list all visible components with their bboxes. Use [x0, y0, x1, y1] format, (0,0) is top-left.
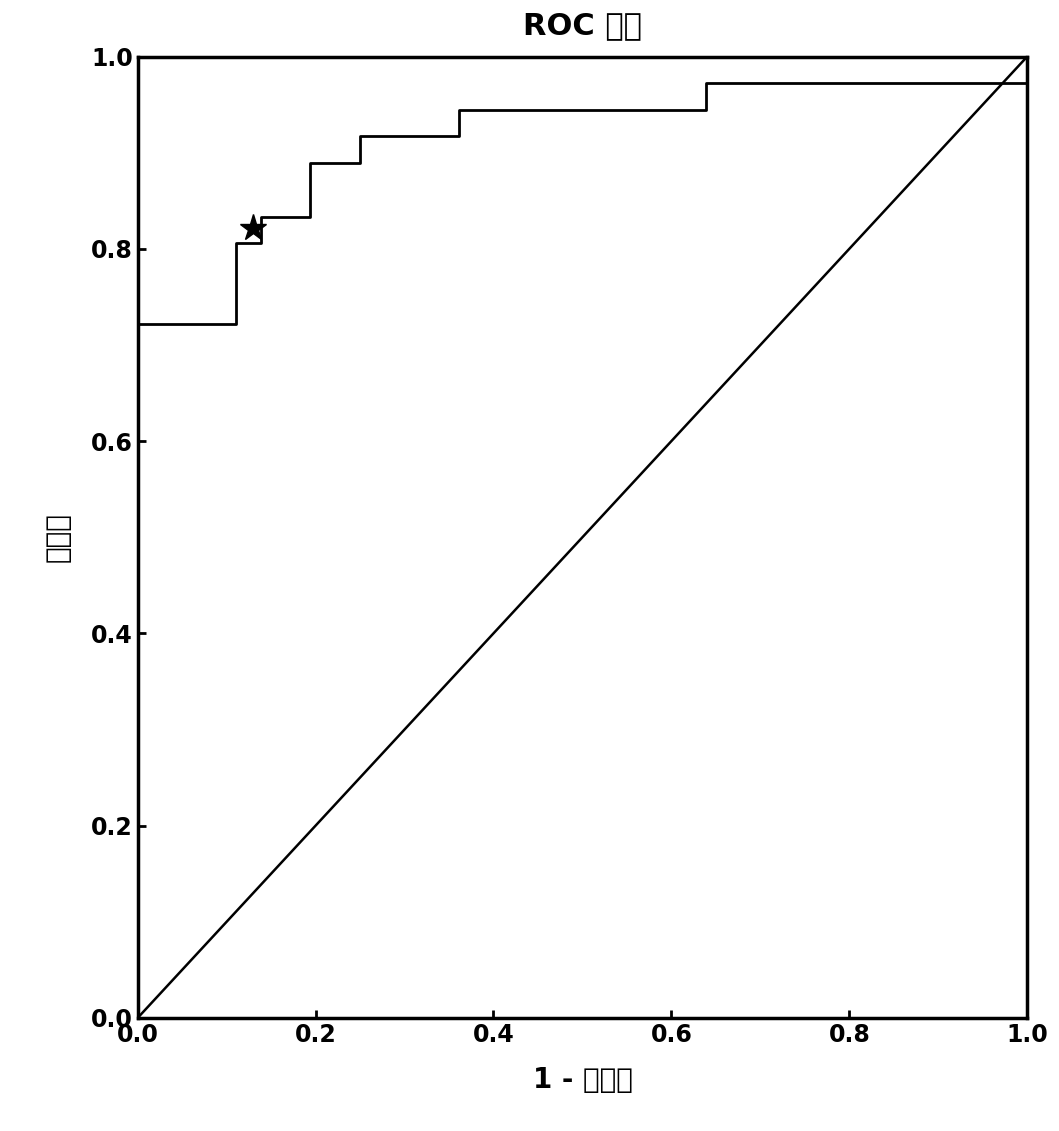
Title: ROC 曲线: ROC 曲线 — [523, 11, 642, 41]
X-axis label: 1 - 特异性: 1 - 特异性 — [533, 1067, 632, 1094]
Y-axis label: 敏感度: 敏感度 — [43, 512, 72, 562]
